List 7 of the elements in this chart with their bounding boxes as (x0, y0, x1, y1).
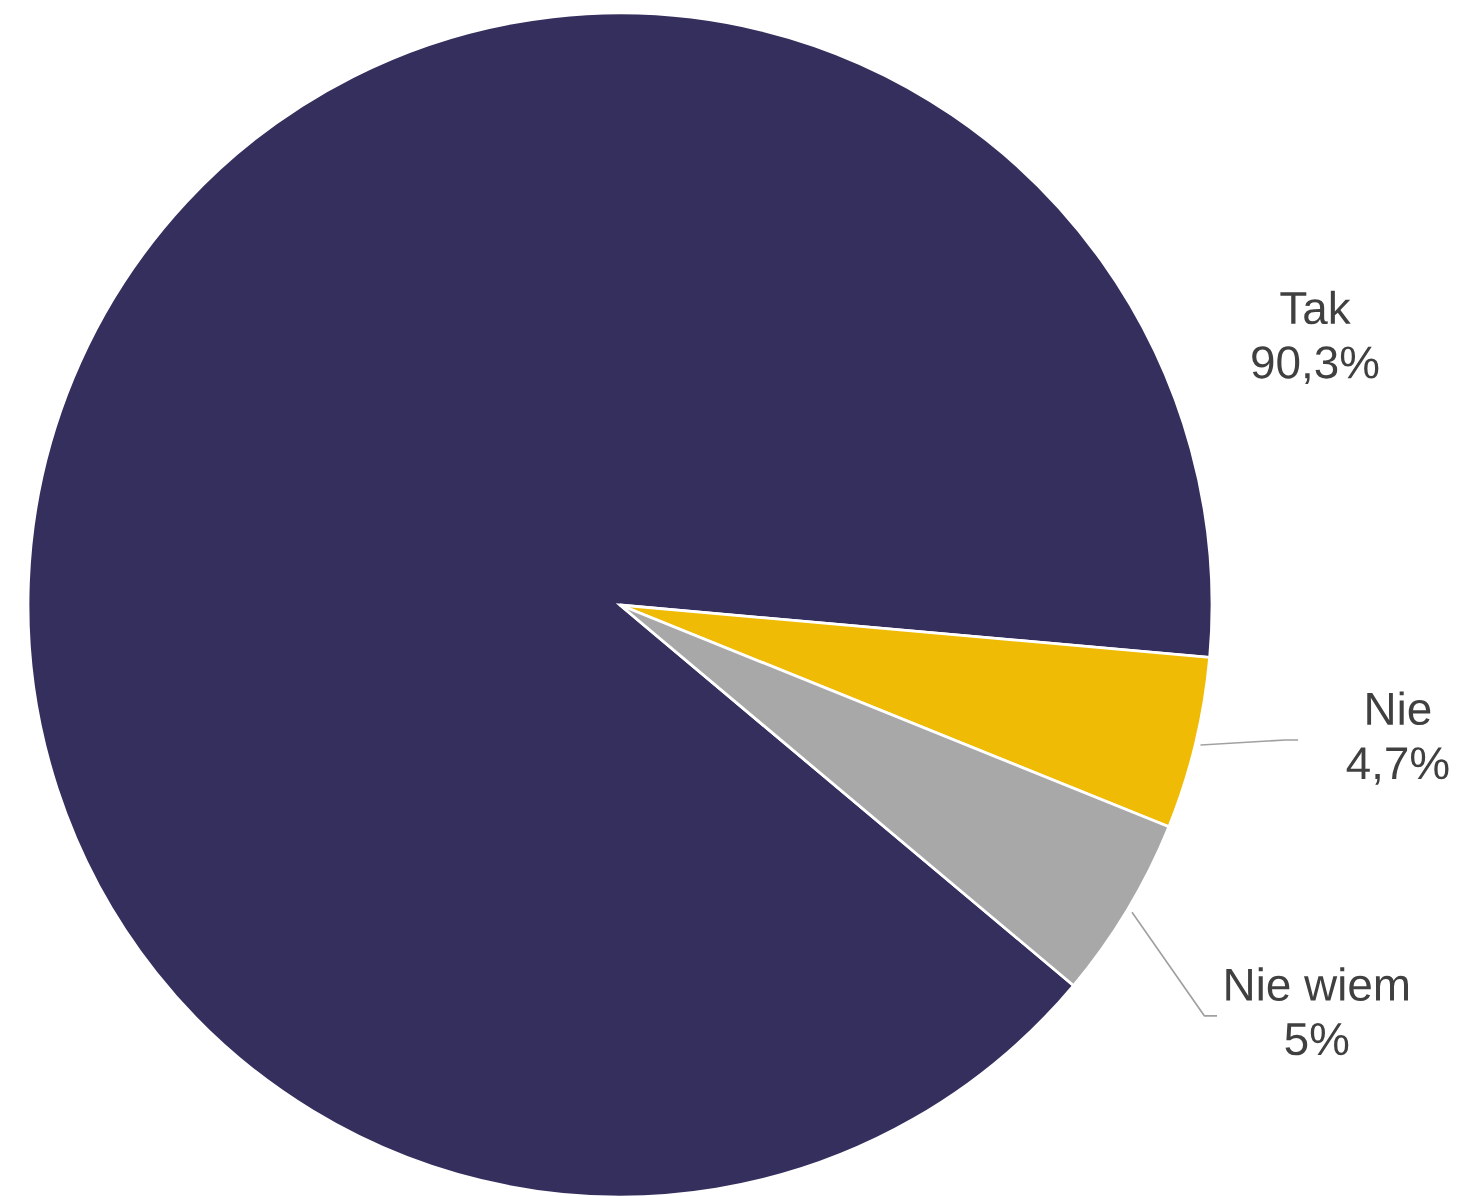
slice-label: Nie wiem (1226, 967, 1408, 1001)
data-label: 5% (1285, 1023, 1349, 1056)
pie-slice (26, 11, 1214, 1196)
data-label: 4,7% (1346, 747, 1449, 785)
data-label: 90,3% (1252, 346, 1379, 385)
slice-label: Nie (1367, 691, 1431, 726)
slice-label: Tak (1280, 290, 1351, 325)
